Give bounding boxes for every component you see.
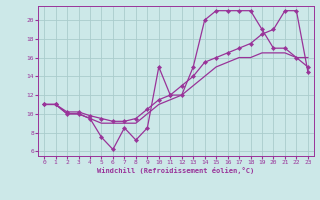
X-axis label: Windchill (Refroidissement éolien,°C): Windchill (Refroidissement éolien,°C) bbox=[97, 167, 255, 174]
